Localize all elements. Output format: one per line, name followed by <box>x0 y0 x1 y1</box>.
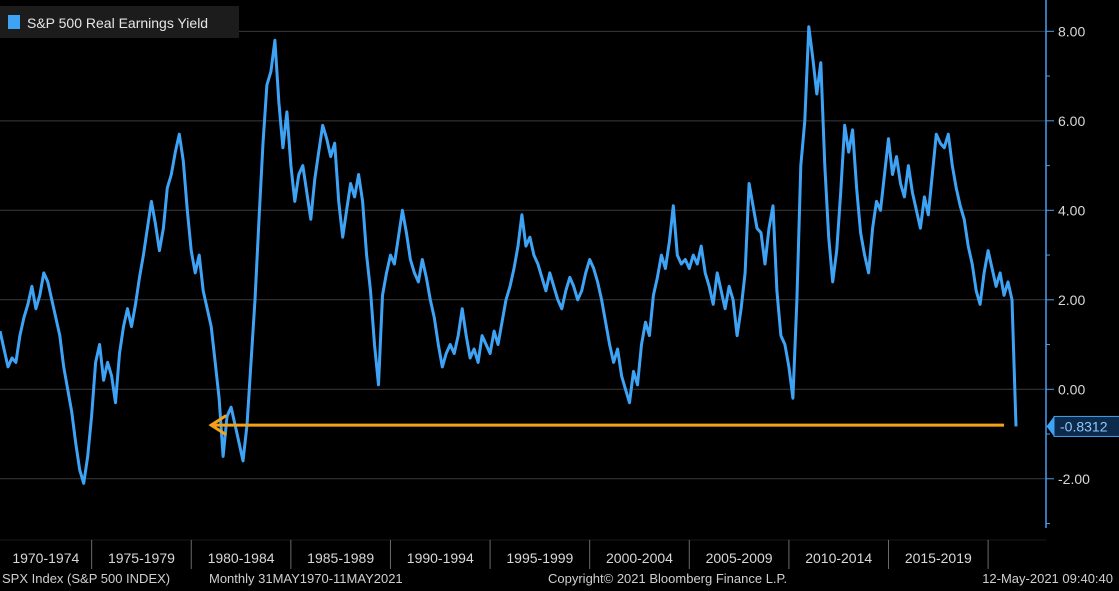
x-tick-label: 1975-1979 <box>108 550 175 566</box>
annotation-layer <box>208 414 1005 436</box>
footer-index-name: SPX Index (S&P 500 INDEX) <box>2 571 171 586</box>
y-tick-label: 0.00 <box>1058 381 1085 397</box>
grid-lines <box>0 30 1046 480</box>
chart-footer: SPX Index (S&P 500 INDEX) Monthly 31MAY1… <box>0 569 1119 591</box>
footer-timestamp: 12-May-2021 09:40:40 <box>982 571 1113 586</box>
x-tick-label: 1980-1984 <box>208 550 275 566</box>
footer-copyright: Copyright© 2021 Bloomberg Finance L.P. <box>548 571 788 586</box>
y-axis: 8.00 6.00 4.00 2.00 0.00 -2.00 <box>1045 0 1090 528</box>
x-tick-label: 2005-2009 <box>706 550 773 566</box>
x-tick-label: 1985-1989 <box>307 550 374 566</box>
y-tick-label: 4.00 <box>1058 202 1085 218</box>
last-value-label: -0.8312 <box>1060 418 1108 434</box>
y-tick-label: 6.00 <box>1058 113 1085 129</box>
y-tick-label: 8.00 <box>1058 23 1085 39</box>
x-tick-label: 2010-2014 <box>805 550 872 566</box>
x-tick-label: 1970-1974 <box>12 550 79 566</box>
x-axis: 1970-1974 1975-1979 1980-1984 1985-1989 1990… <box>0 539 1046 572</box>
series-layer <box>0 25 1018 485</box>
last-value-marker: -0.8312 <box>1046 415 1119 437</box>
series-line-real-earnings-yield <box>0 25 1018 485</box>
legend-background <box>0 6 239 38</box>
y-tick-label: -2.00 <box>1058 471 1090 487</box>
y-tick-label: 2.00 <box>1058 292 1085 308</box>
arrow-head <box>208 414 227 436</box>
x-tick-label: 1990-1994 <box>407 550 474 566</box>
last-value-box <box>1053 415 1119 437</box>
legend-entry-label: S&P 500 Real Earnings Yield <box>27 15 208 31</box>
legend[interactable]: S&P 500 Real Earnings Yield <box>0 6 239 38</box>
last-value-pointer <box>1046 416 1054 437</box>
x-tick-label: 1995-1999 <box>506 550 573 566</box>
footer-frequency: Monthly 31MAY1970-11MAY2021 <box>209 571 403 586</box>
x-tick-label: 2000-2004 <box>606 550 673 566</box>
legend-swatch <box>8 15 20 29</box>
x-tick-label: 2015-2019 <box>905 550 972 566</box>
